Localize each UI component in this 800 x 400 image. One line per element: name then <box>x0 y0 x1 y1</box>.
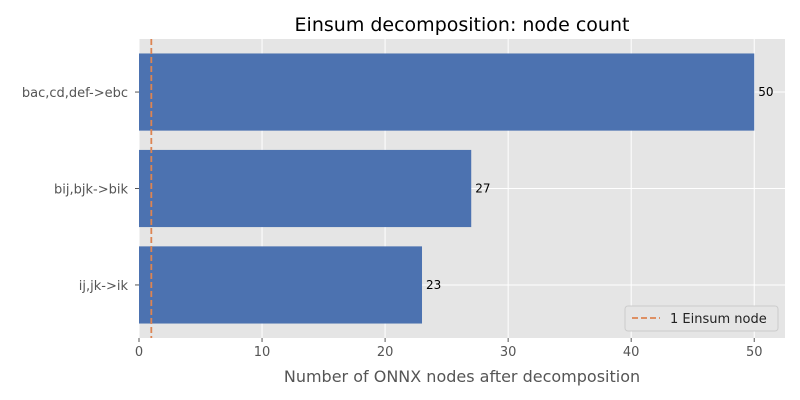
data-label: 23 <box>426 278 441 292</box>
legend: 1 Einsum node <box>624 305 779 332</box>
x-tick-label: 10 <box>254 345 271 360</box>
bar <box>139 149 472 228</box>
x-tick-label: 0 <box>135 345 143 360</box>
y-ticks: ij,jk->ik bij,bjk->bik bac,cd,def->ebc <box>22 86 139 294</box>
y-tick-label: ij,jk->ik <box>79 279 129 294</box>
chart-title: Einsum decomposition: node count <box>295 14 630 36</box>
y-tick-label: bac,cd,def->ebc <box>22 86 128 101</box>
bar <box>139 246 423 324</box>
data-label: 50 <box>758 85 773 99</box>
x-axis-label: Number of ONNX nodes after decomposition <box>284 367 640 386</box>
data-label: 27 <box>475 182 490 196</box>
legend-label: 1 Einsum node <box>670 312 767 327</box>
x-tick-label: 20 <box>377 345 394 360</box>
x-ticks: 0 10 20 30 40 50 <box>135 338 763 360</box>
x-tick-label: 30 <box>500 345 517 360</box>
x-tick-label: 50 <box>746 345 763 360</box>
x-tick-label: 40 <box>623 345 640 360</box>
legend-box <box>624 305 779 332</box>
bar <box>139 53 755 131</box>
bars: 23 27 50 <box>139 53 774 324</box>
y-tick-label: bij,bjk->bik <box>54 183 128 198</box>
